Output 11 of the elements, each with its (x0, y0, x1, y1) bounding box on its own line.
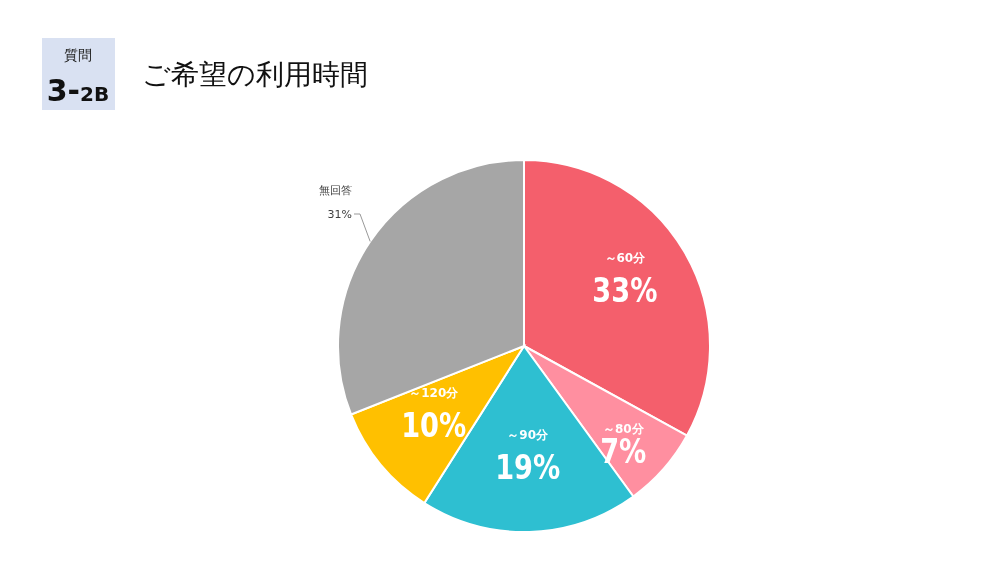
chart-title: ご希望の利用時間 (142, 58, 368, 91)
data-label: 33% (592, 270, 658, 311)
slice-label: ～60分 (604, 251, 647, 266)
slice-label: ～90分 (507, 428, 550, 443)
text: 3-2B (46, 73, 110, 108)
data-label: 19% (495, 447, 561, 487)
slice-label: ～120分 (409, 385, 460, 400)
text: 質問 (64, 47, 92, 63)
slice-label: 無回答 (319, 184, 352, 197)
data-label: 31% (327, 208, 352, 221)
data-label: 10% (401, 404, 467, 445)
